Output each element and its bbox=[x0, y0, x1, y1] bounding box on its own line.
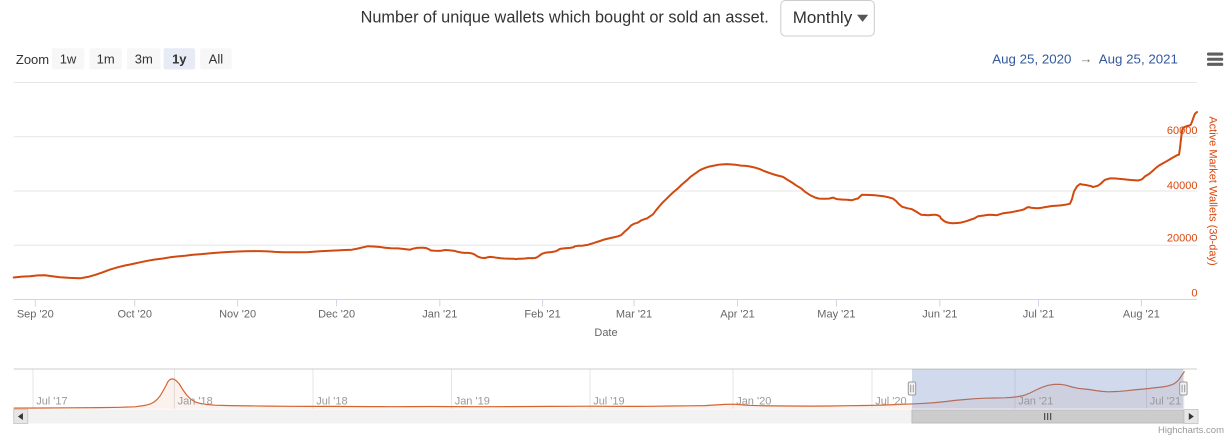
svg-text:1w: 1w bbox=[60, 52, 77, 67]
svg-text:Jan '21: Jan '21 bbox=[422, 309, 457, 321]
svg-text:Jan '21: Jan '21 bbox=[1018, 396, 1053, 408]
svg-text:Number of unique wallets which: Number of unique wallets which bought or… bbox=[361, 9, 769, 27]
svg-text:Jul '21: Jul '21 bbox=[1150, 396, 1181, 408]
svg-text:0: 0 bbox=[1191, 287, 1197, 299]
svg-text:Jan '18: Jan '18 bbox=[178, 396, 213, 408]
svg-text:1y: 1y bbox=[172, 52, 187, 67]
svg-text:Jun '21: Jun '21 bbox=[922, 309, 957, 321]
svg-text:All: All bbox=[209, 52, 224, 67]
svg-text:Oct '20: Oct '20 bbox=[117, 309, 152, 321]
svg-text:Jan '20: Jan '20 bbox=[736, 396, 771, 408]
svg-text:Jul '18: Jul '18 bbox=[316, 396, 347, 408]
svg-text:Monthly: Monthly bbox=[793, 8, 853, 27]
svg-text:3m: 3m bbox=[135, 52, 153, 67]
svg-text:Date: Date bbox=[594, 327, 617, 339]
svg-text:Jul '20: Jul '20 bbox=[875, 396, 906, 408]
svg-text:Apr '21: Apr '21 bbox=[720, 309, 755, 321]
svg-text:Aug 25, 2020: Aug 25, 2020 bbox=[992, 51, 1071, 66]
svg-text:Jul '17: Jul '17 bbox=[36, 396, 67, 408]
svg-text:Jul '21: Jul '21 bbox=[1023, 309, 1054, 321]
svg-text:Highcharts.com: Highcharts.com bbox=[1158, 425, 1224, 435]
svg-text:60000: 60000 bbox=[1167, 125, 1198, 137]
svg-text:40000: 40000 bbox=[1167, 180, 1198, 192]
svg-text:May '21: May '21 bbox=[817, 309, 855, 321]
svg-text:Active Market Wallets (30-day): Active Market Wallets (30-day) bbox=[1206, 116, 1218, 265]
svg-text:Sep '20: Sep '20 bbox=[17, 309, 54, 321]
svg-text:Feb '21: Feb '21 bbox=[524, 309, 560, 321]
svg-text:Jan '19: Jan '19 bbox=[455, 396, 490, 408]
svg-text:→: → bbox=[1080, 51, 1093, 66]
svg-text:1m: 1m bbox=[97, 52, 115, 67]
svg-text:Jul '19: Jul '19 bbox=[593, 396, 624, 408]
svg-text:Aug 25, 2021: Aug 25, 2021 bbox=[1099, 51, 1178, 66]
svg-text:Dec '20: Dec '20 bbox=[318, 309, 355, 321]
svg-text:Nov '20: Nov '20 bbox=[219, 309, 256, 321]
svg-text:Aug '21: Aug '21 bbox=[1123, 309, 1160, 321]
svg-text:Zoom: Zoom bbox=[16, 52, 49, 67]
svg-text:20000: 20000 bbox=[1167, 233, 1198, 245]
svg-text:Mar '21: Mar '21 bbox=[616, 309, 652, 321]
